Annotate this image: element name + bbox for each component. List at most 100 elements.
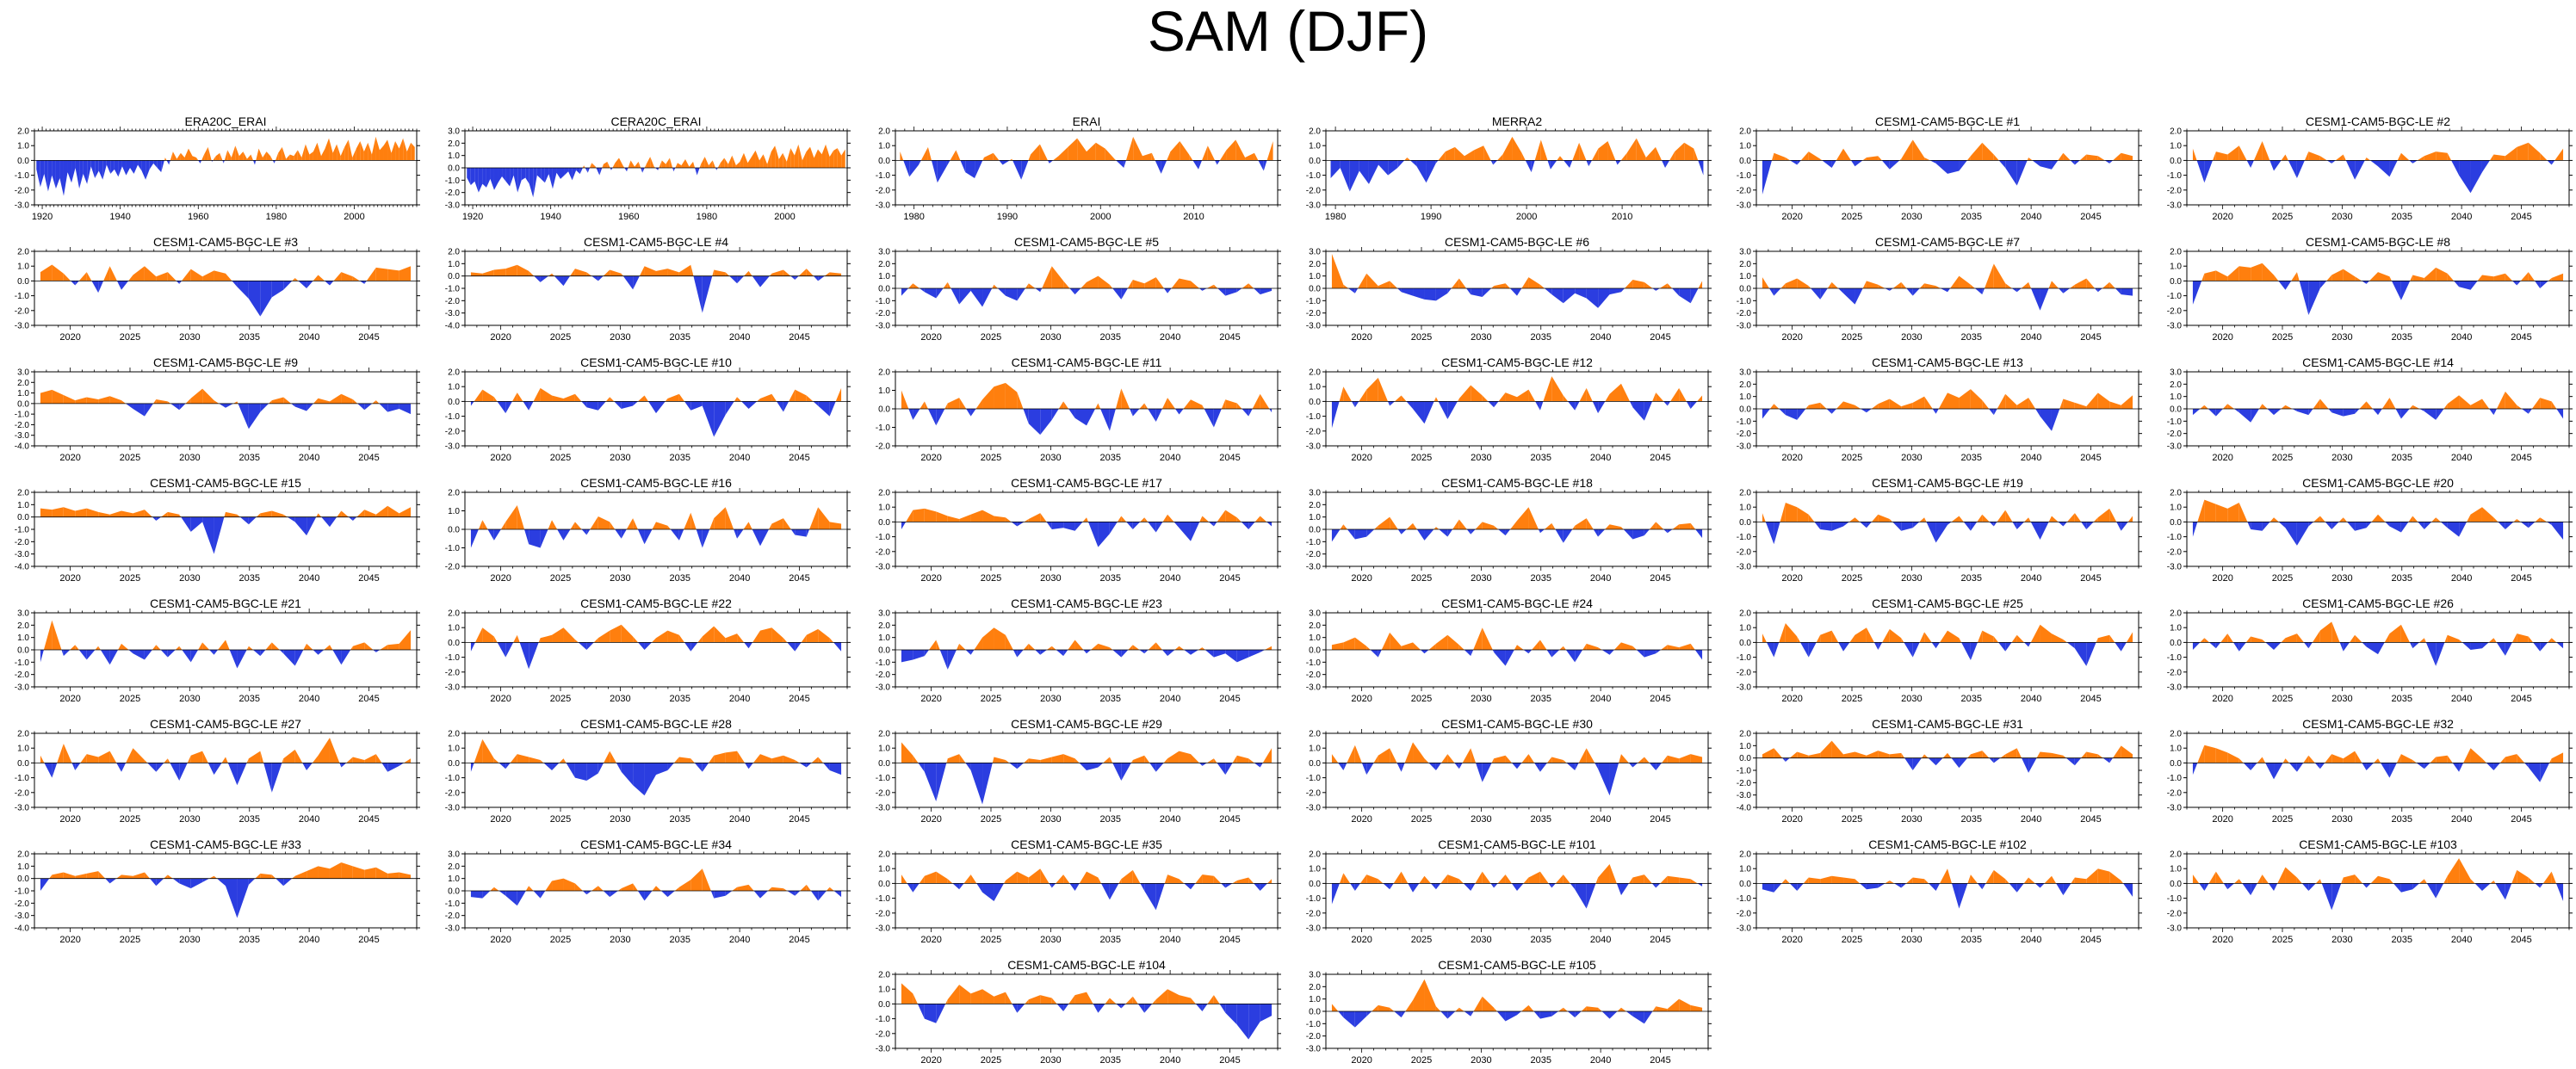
negative-segment — [364, 281, 367, 284]
positive-segment — [180, 152, 185, 161]
y-tick-label: 3.0 — [17, 368, 29, 378]
positive-segment — [1816, 634, 1821, 643]
positive-segment — [78, 272, 87, 281]
y-tick-label: -1.0 — [2167, 533, 2183, 542]
negative-segment — [1116, 160, 1124, 168]
negative-segment — [128, 650, 133, 654]
negative-segment — [510, 168, 514, 187]
negative-segment — [2251, 409, 2260, 423]
positive-segment — [1174, 646, 1180, 650]
negative-segment — [2505, 642, 2512, 656]
negative-segment — [581, 401, 587, 408]
positive-segment — [161, 511, 168, 517]
negative-segment — [2424, 409, 2437, 420]
negative-segment — [2274, 642, 2282, 650]
negative-segment — [1498, 529, 1506, 536]
positive-segment — [1528, 507, 1539, 529]
positive-segment — [993, 152, 1000, 161]
negative-segment — [2239, 642, 2246, 652]
positive-segment — [605, 397, 610, 402]
positive-segment — [669, 158, 673, 168]
positive-segment — [1438, 151, 1446, 161]
negative-segment — [1263, 160, 1267, 171]
y-tick-label: -2.0 — [1306, 670, 1322, 680]
negative-segment — [2343, 642, 2350, 652]
positive-segment — [1517, 389, 1529, 402]
negative-segment — [1790, 160, 1798, 165]
positive-segment — [2531, 398, 2541, 409]
x-tick-label: 2045 — [2080, 573, 2101, 584]
positive-segment — [769, 523, 772, 529]
positive-segment — [133, 748, 145, 763]
positive-segment — [1762, 633, 1767, 643]
negative-segment — [321, 516, 330, 528]
positive-segment — [1447, 634, 1459, 650]
positive-segment — [1128, 645, 1133, 650]
negative-segment — [2040, 409, 2052, 431]
positive-segment — [947, 398, 960, 409]
y-tick-label: -3.0 — [15, 322, 30, 331]
negative-segment — [1838, 642, 1844, 652]
negative-segment — [901, 522, 907, 529]
panel-title: CESM1-CAM5-BGC-LE #4 — [584, 235, 728, 249]
negative-segment — [2551, 160, 2555, 165]
positive-segment — [712, 269, 715, 276]
negative-segment — [274, 160, 276, 164]
positive-segment — [2419, 638, 2424, 643]
negative-segment — [2325, 522, 2332, 529]
positive-segment — [360, 141, 364, 161]
positive-segment — [164, 157, 165, 161]
negative-segment — [795, 642, 802, 652]
positive-segment — [1148, 642, 1156, 650]
x-tick-label: 2020 — [1781, 694, 1802, 704]
negative-segment — [1632, 401, 1644, 421]
positive-segment — [1226, 139, 1236, 161]
negative-segment — [1523, 650, 1529, 654]
negative-segment — [690, 401, 703, 411]
y-tick-label: -3.0 — [1737, 201, 1752, 211]
negative-segment — [1885, 288, 1890, 291]
positive-segment — [598, 630, 610, 643]
y-tick-label: -1.0 — [876, 658, 891, 668]
negative-segment — [2121, 288, 2133, 296]
negative-segment — [1017, 522, 1025, 527]
negative-segment — [557, 529, 564, 541]
negative-segment — [1241, 522, 1249, 529]
y-tick-label: -3.0 — [2167, 683, 2183, 693]
positive-segment — [982, 386, 994, 409]
positive-segment — [1785, 503, 1798, 522]
positive-segment — [1378, 281, 1390, 288]
positive-segment — [1114, 158, 1117, 161]
negative-area — [1370, 650, 1703, 666]
positive-segment — [2239, 145, 2247, 161]
positive-segment — [652, 522, 656, 529]
x-tick-label: 2045 — [2080, 332, 2101, 343]
x-tick-label: 2025 — [550, 453, 571, 463]
positive-segment — [1551, 376, 1564, 402]
positive-area — [2197, 499, 2548, 522]
positive-segment — [380, 645, 388, 650]
x-tick-label: 2020 — [2212, 332, 2232, 343]
negative-area — [1769, 288, 2133, 311]
negative-segment — [591, 275, 598, 281]
negative-segment — [1413, 401, 1425, 424]
y-tick-label: 1.0 — [17, 745, 29, 754]
x-tick-label: 2030 — [610, 453, 630, 463]
negative-segment — [147, 763, 157, 772]
negative-segment — [387, 763, 399, 772]
negative-segment — [752, 275, 760, 287]
negative-segment — [1800, 642, 1809, 658]
positive-segment — [2021, 281, 2029, 288]
negative-segment — [1575, 288, 1587, 299]
positive-segment — [1827, 281, 1832, 288]
negative-segment — [1351, 401, 1355, 408]
positive-segment — [737, 633, 745, 643]
x-tick-label: 2000 — [344, 212, 364, 222]
x-tick-label: 2045 — [1650, 453, 1670, 463]
y-tick-label: 3.0 — [448, 127, 460, 137]
negative-segment — [44, 763, 53, 778]
positive-segment — [399, 507, 412, 517]
negative-segment — [75, 763, 81, 770]
negative-segment — [715, 168, 717, 170]
positive-segment — [40, 508, 53, 517]
